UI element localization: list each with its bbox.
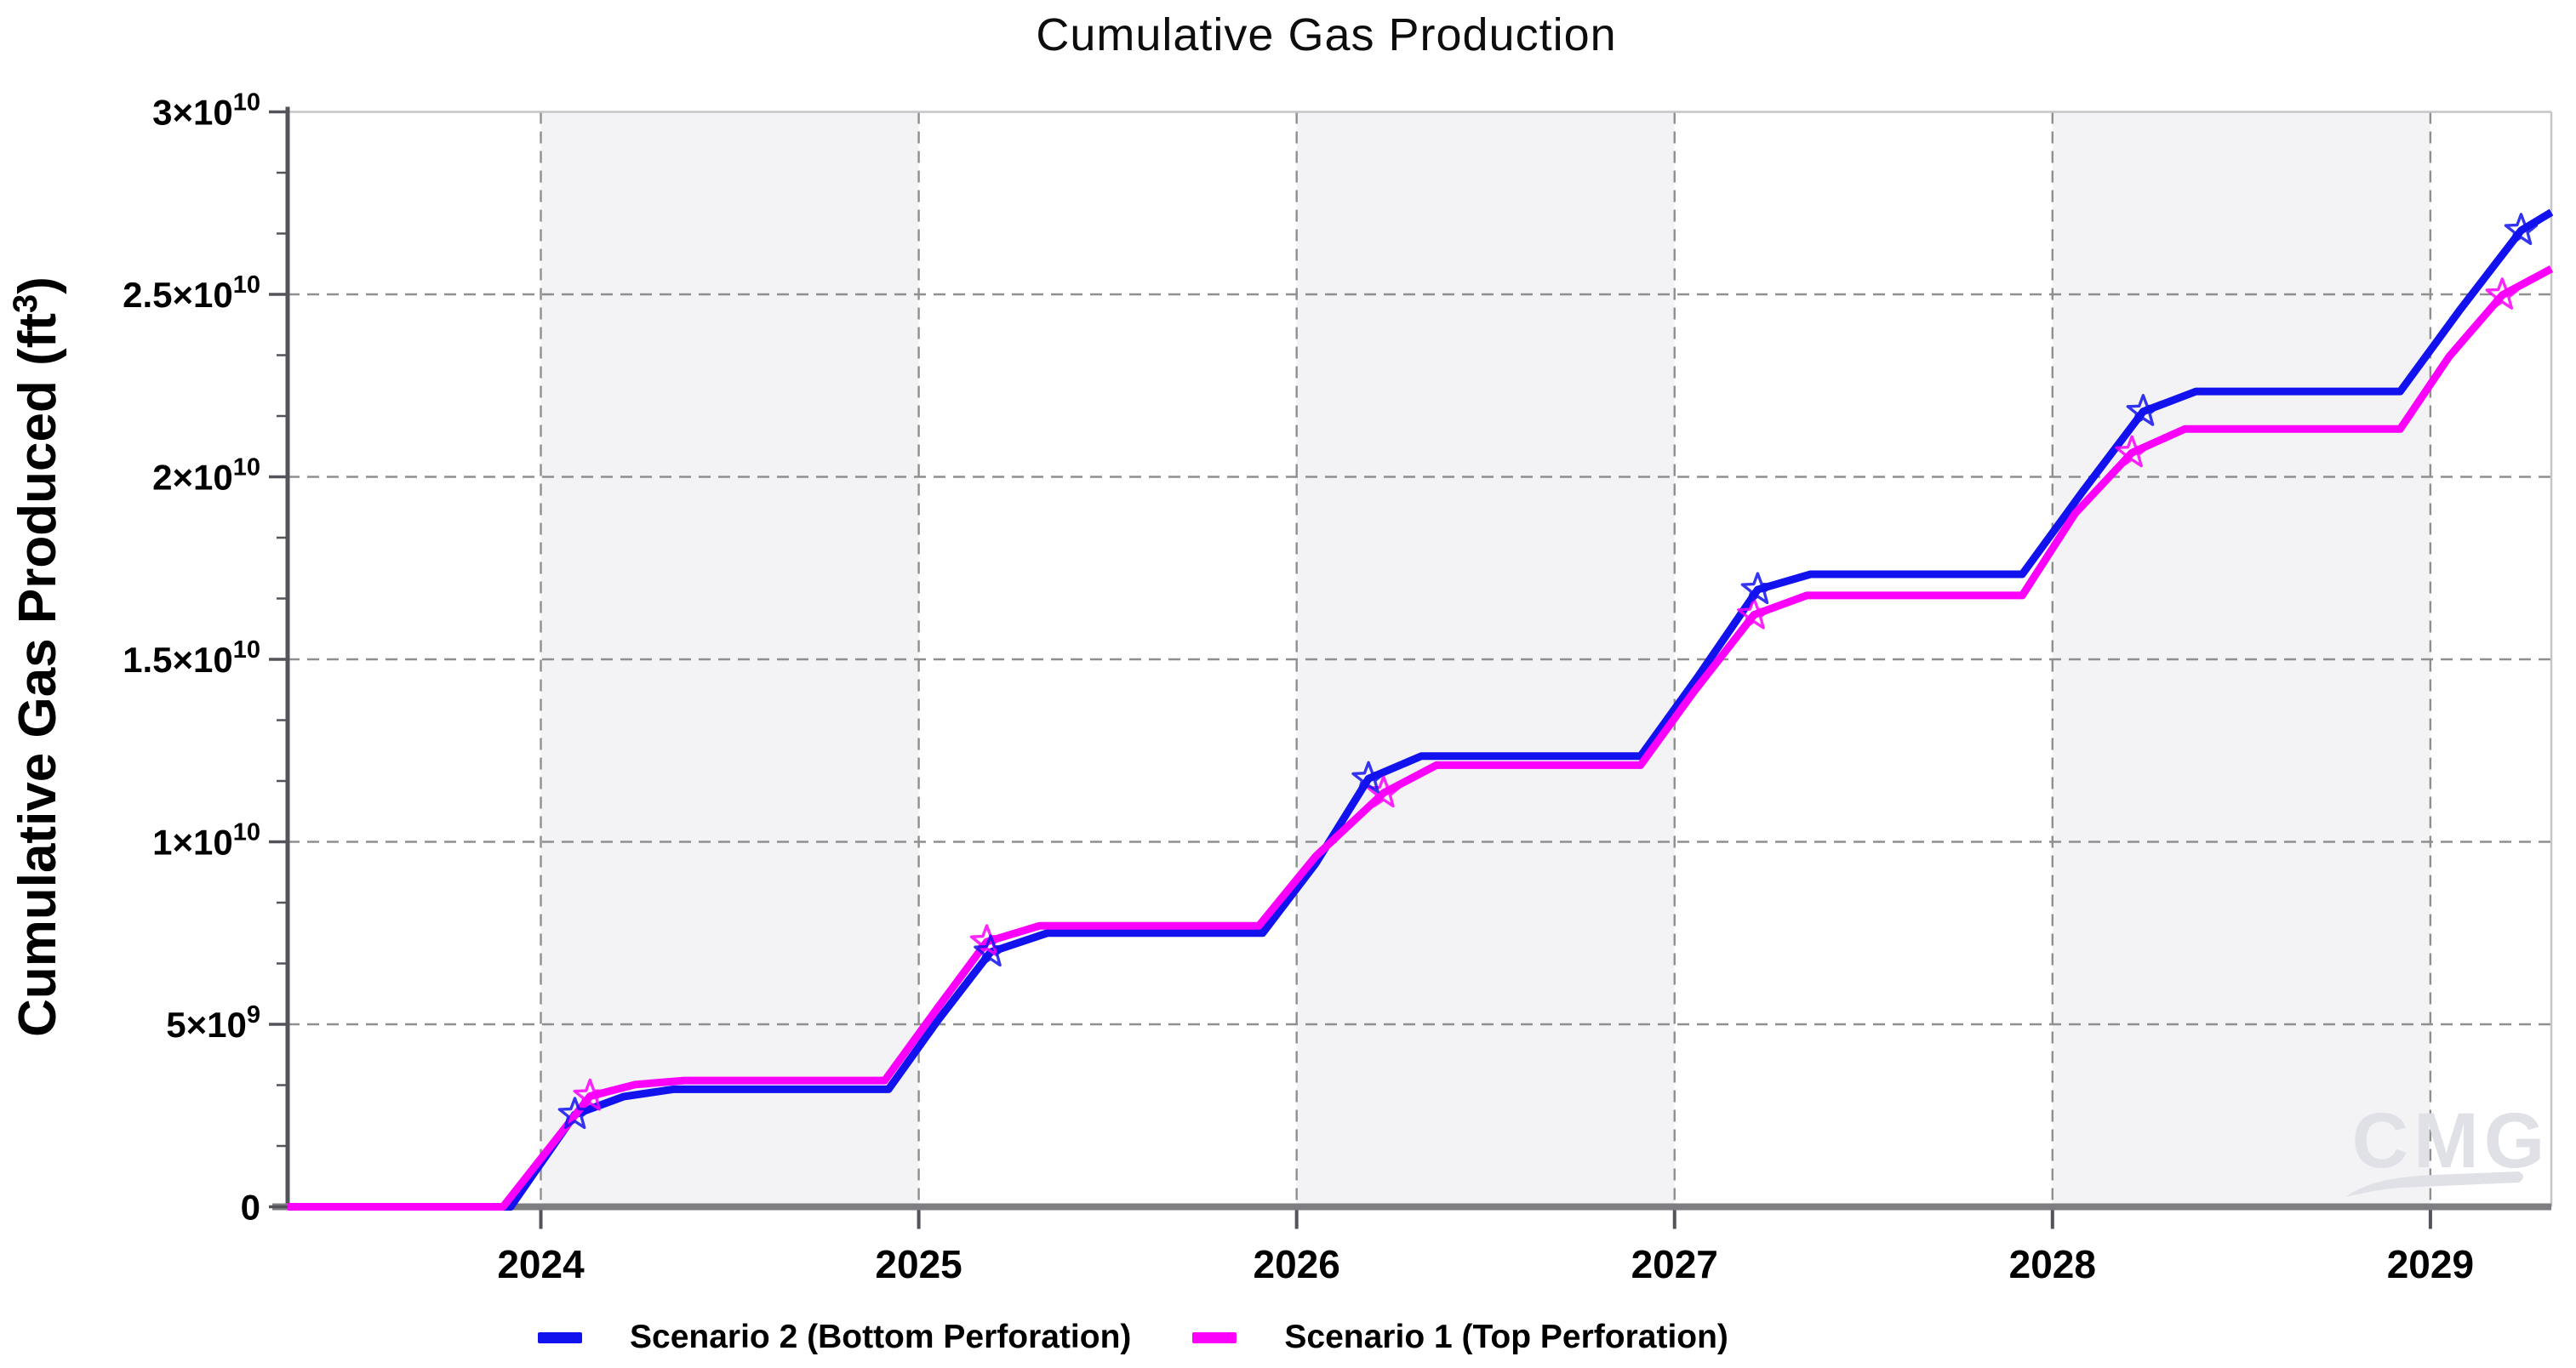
x-axis-tick-label: 2029 xyxy=(2387,1242,2474,1286)
legend-swatch-scenario-2 xyxy=(538,1331,582,1343)
x-axis-tick-label: 2025 xyxy=(875,1242,962,1286)
series-line-scenario-2 xyxy=(288,208,2554,1211)
y-axis-tick-label: 3×1010 xyxy=(152,89,260,133)
legend-swatch-scenario-1 xyxy=(1192,1331,1237,1343)
y-axis-tick-label: 2.5×1010 xyxy=(123,271,260,315)
legend-label-scenario-1: Scenario 1 (Top Perforation) xyxy=(1284,1319,1728,1355)
y-axis-tick-label: 0 xyxy=(241,1188,260,1228)
star-marker-scenario-2 xyxy=(974,934,1008,967)
cmg-watermark: CMG xyxy=(2345,1097,2550,1197)
star-marker-scenario-2 xyxy=(2126,394,2161,426)
x-axis-tick-label: 2024 xyxy=(497,1242,585,1286)
cmg-watermark-swoosh xyxy=(2345,1171,2523,1197)
cmg-watermark-text: CMG xyxy=(2352,1097,2550,1184)
y-axis-tick-label: 1×1010 xyxy=(152,819,260,863)
star-marker-scenario-2 xyxy=(1351,761,1385,794)
y-axis-tick-label: 2×1010 xyxy=(152,454,260,498)
star-marker-scenario-2 xyxy=(1740,572,1775,605)
series-line-scenario-1 xyxy=(288,265,2554,1211)
star-marker-scenario-1 xyxy=(573,1078,607,1111)
star-marker-scenario-1 xyxy=(2485,277,2519,310)
legend-label-scenario-2: Scenario 2 (Bottom Perforation) xyxy=(630,1319,1132,1355)
star-marker-scenario-1 xyxy=(2115,435,2149,468)
y-axis-tick-label: 5×109 xyxy=(166,1001,260,1045)
y-axis-tick-label: 1.5×1010 xyxy=(123,636,260,680)
legend: Scenario 2 (Bottom Perforation) Scenario… xyxy=(538,1314,1728,1361)
x-axis-tick-label: 2027 xyxy=(1631,1242,1718,1286)
star-marker-scenario-2 xyxy=(557,1097,592,1129)
x-axis-tick-label: 2026 xyxy=(1254,1242,1340,1286)
star-marker-scenario-1 xyxy=(969,924,1004,957)
x-axis-tick-label: 2028 xyxy=(2009,1242,2096,1286)
star-marker-scenario-2 xyxy=(2504,213,2539,245)
star-marker-scenario-1 xyxy=(1737,597,1771,630)
chart-title: Cumulative Gas Production xyxy=(1036,9,1617,60)
